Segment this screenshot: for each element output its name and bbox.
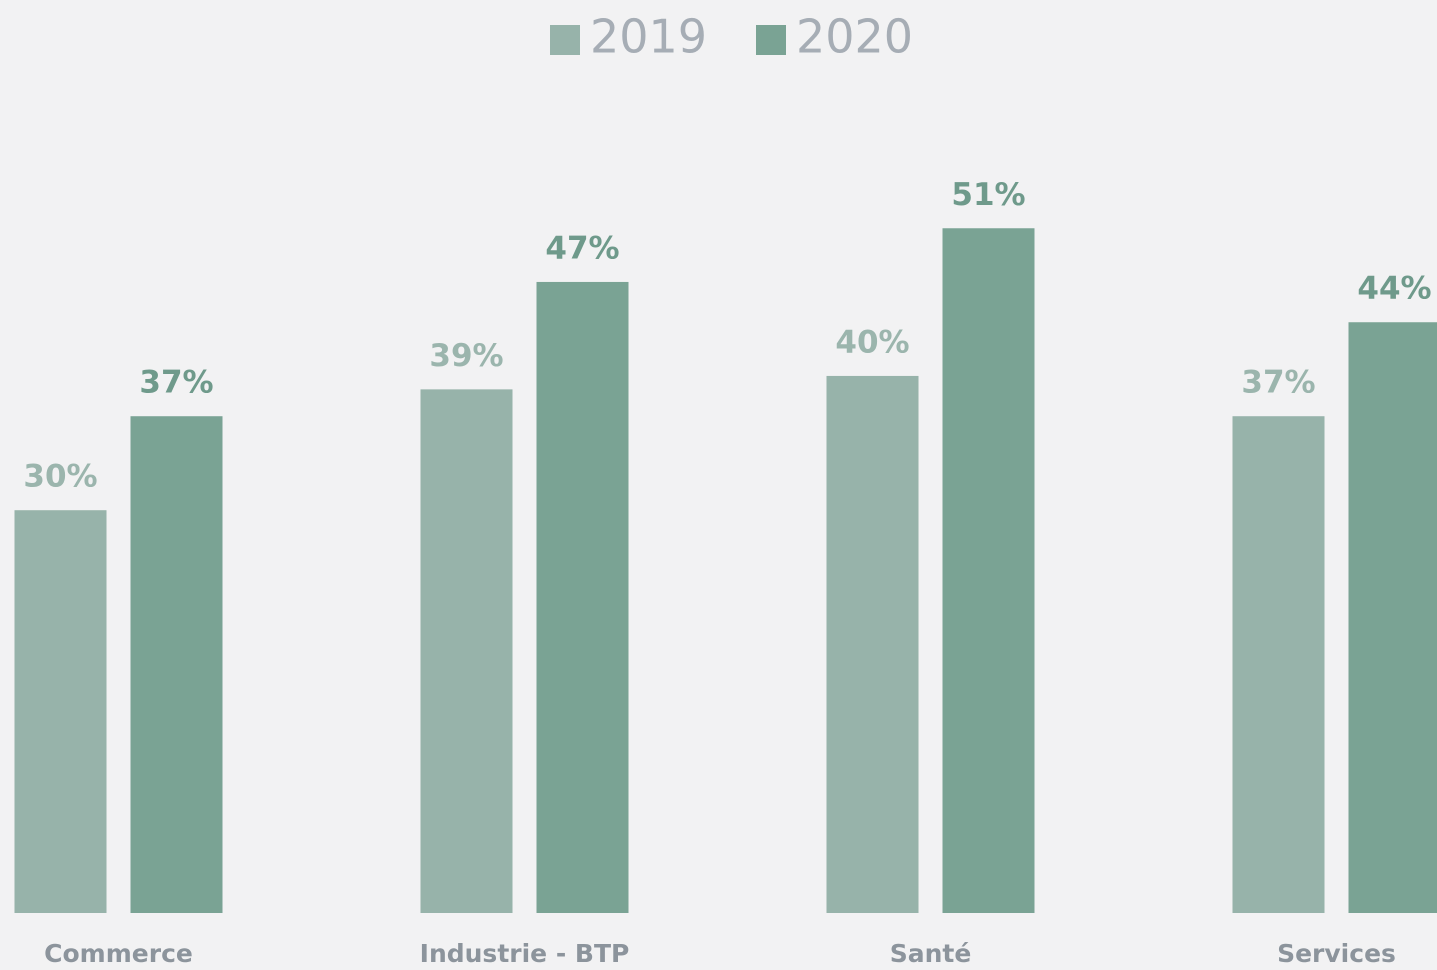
data-label: 51%	[951, 177, 1025, 213]
bar	[1348, 322, 1437, 913]
x-tick-label: Commerce	[44, 939, 193, 968]
bar	[826, 375, 919, 913]
legend-label: 2019	[590, 10, 707, 64]
data-label: 44%	[1357, 271, 1431, 307]
bar	[942, 228, 1035, 913]
data-label: 30%	[23, 459, 97, 495]
data-label: 47%	[545, 230, 619, 266]
x-tick-label: Services	[1277, 939, 1396, 968]
legend-swatch	[756, 25, 786, 55]
legend-label: 2020	[796, 10, 913, 64]
data-label: 39%	[429, 338, 503, 374]
x-tick-label: Industrie - BTP	[420, 939, 630, 968]
bar	[14, 510, 107, 913]
bar	[536, 281, 629, 913]
bar	[1232, 416, 1325, 913]
bar	[420, 389, 513, 913]
data-label: 40%	[835, 324, 909, 360]
x-tick-label: Santé	[890, 939, 972, 968]
data-label: 37%	[1241, 365, 1315, 401]
data-label: 37%	[139, 365, 213, 401]
legend-swatch	[550, 25, 580, 55]
bar	[130, 416, 223, 913]
